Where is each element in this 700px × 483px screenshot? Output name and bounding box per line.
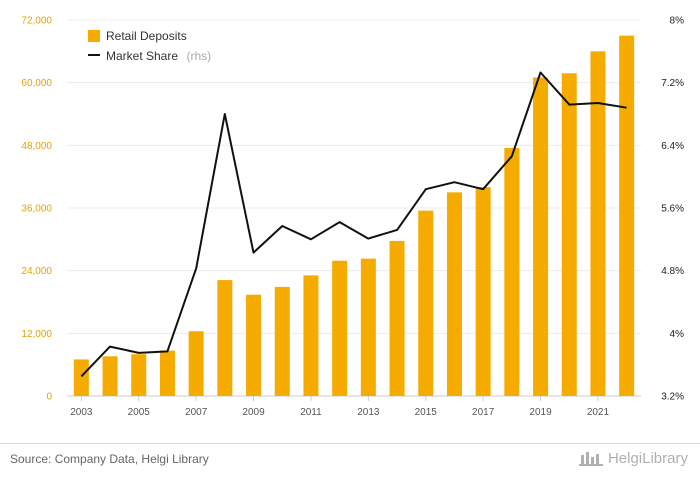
bar-2009 (246, 294, 262, 396)
x-tick-label: 2003 (70, 407, 93, 418)
x-tick-label: 2013 (357, 407, 380, 418)
x-tick-label: 2007 (185, 407, 208, 418)
bar-2011 (303, 275, 319, 396)
bar-2015 (418, 210, 434, 396)
bar-2003 (73, 359, 89, 396)
bar-2006 (159, 350, 175, 396)
source-note: Source: Company Data, Helgi Library (10, 452, 209, 466)
bar-series-retail-deposits (73, 35, 635, 397)
right-tick-label: 6.4% (661, 141, 684, 152)
x-tick-label: 2021 (587, 407, 610, 418)
legend-label-retail-deposits: Retail Deposits (106, 29, 187, 43)
bar-2019 (533, 77, 549, 396)
bar-2007 (188, 331, 204, 396)
right-tick-label: 3.2% (661, 392, 684, 403)
bar-2005 (131, 354, 147, 396)
bar-2008 (217, 280, 233, 396)
right-tick-label: 4.8% (661, 266, 684, 277)
right-tick-label: 7.2% (661, 78, 684, 89)
bar-2022 (619, 35, 635, 397)
right-axis-ticks: 3.2% 4% 4.8% 5.6% 6.4% 7.2% 8% (661, 16, 684, 403)
x-axis-ticks: 2003 2005 2007 2009 2011 2013 2015 2017 2019 2021 (70, 396, 610, 418)
legend-label-market-share-name: Market Share (106, 49, 178, 63)
left-tick-label: 12,000 (21, 329, 52, 340)
x-tick-label: 2017 (472, 407, 495, 418)
x-tick-label: 2015 (415, 407, 438, 418)
brand-name: HelgiLibrary (607, 449, 688, 467)
left-axis-ticks: 0 12,000 24,000 36,000 48,000 60,000 72,000 (21, 16, 52, 403)
left-tick-label: 60,000 (21, 78, 52, 89)
bar-2018 (504, 147, 520, 396)
legend: Retail Deposits Market Share (rhs) (88, 29, 211, 64)
right-tick-label: 4% (670, 329, 685, 340)
legend-label-market-share: Market Share (rhs) (106, 47, 211, 64)
x-tick-label: 2009 (242, 407, 265, 418)
bar-2016 (446, 192, 462, 396)
left-tick-label: 72,000 (21, 16, 52, 27)
left-tick-label: 36,000 (21, 204, 52, 215)
bar-2017 (475, 187, 491, 396)
bar-2012 (332, 260, 348, 396)
left-tick-label: 0 (46, 392, 52, 403)
bar-2021 (590, 51, 606, 396)
left-tick-label: 48,000 (21, 141, 52, 152)
right-tick-label: 5.6% (661, 204, 684, 215)
gridlines (67, 19, 641, 397)
bar-2010 (274, 286, 290, 396)
library-icon (578, 452, 603, 466)
x-tick-label: 2011 (300, 407, 322, 418)
legend-swatch-retail-deposits (88, 30, 100, 42)
chart: 0 12,000 24,000 36,000 48,000 60,000 72,000 3.… (21, 16, 684, 419)
left-tick-label: 24,000 (21, 266, 52, 277)
x-tick-label: 2019 (529, 407, 552, 418)
bar-2014 (389, 240, 405, 396)
footer-divider (0, 443, 700, 444)
brand-logo: HelgiLibrary (578, 449, 688, 467)
line-series-market-share (80, 71, 627, 378)
legend-label-market-share-suffix: (rhs) (186, 49, 211, 63)
bar-2020 (561, 73, 577, 397)
x-tick-label: 2005 (128, 407, 151, 418)
bar-2004 (102, 356, 118, 396)
right-tick-label: 8% (670, 16, 685, 27)
bar-2013 (360, 258, 376, 396)
